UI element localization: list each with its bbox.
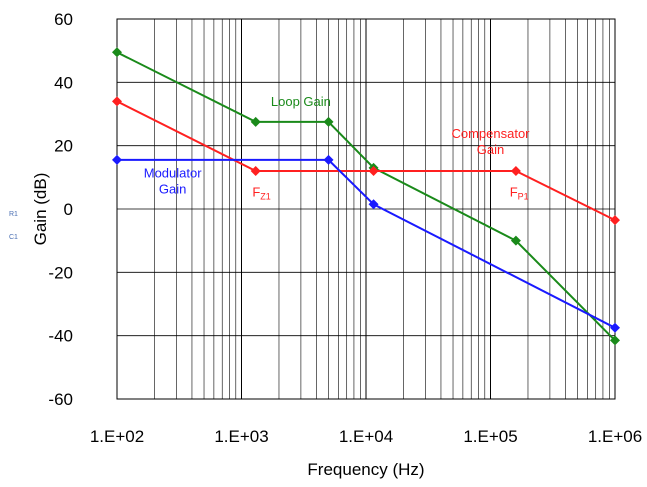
- compensator-gain-marker: [510, 166, 521, 176]
- x-tick-label: 1.E+03: [214, 427, 268, 446]
- loop-gain-marker: [610, 335, 620, 346]
- modulator-gain-marker: [368, 199, 379, 210]
- y-tick-label: -40: [48, 327, 73, 346]
- side-note-r1: R1: [9, 211, 18, 218]
- x-tick-label: 1.E+06: [588, 427, 642, 446]
- tick-labels: 1.E+02 1.E+03 1.E+04 1.E+05 1.E+06 -60 -40 -20 0…: [48, 10, 642, 446]
- loop-gain-marker: [250, 116, 261, 127]
- modulator-gain-marker: [323, 154, 334, 165]
- annotation-mod: Modulator: [144, 165, 202, 180]
- modulator-gain-marker: [610, 322, 620, 333]
- loop-gain-marker: [510, 235, 521, 246]
- loop-gain-line: [116, 51, 616, 342]
- modulator-gain-line: [117, 158, 616, 329]
- compensator-gain-marker: [250, 166, 261, 176]
- x-tick-label: 1.E+02: [90, 427, 144, 446]
- modulator-gain-marker: [112, 154, 122, 165]
- y-tick-label: -20: [48, 263, 73, 282]
- plot-frame: [116, 18, 616, 400]
- compensator-gain-marker: [112, 96, 122, 107]
- y-tick-label: 40: [54, 73, 73, 92]
- annotation-mod: Gain: [159, 181, 186, 196]
- x-axis-label: Frequency (Hz): [307, 460, 424, 479]
- compensator-gain-marker: [610, 215, 620, 226]
- side-note-c1: C1: [9, 234, 18, 241]
- y-axis-label: Gain (dB): [31, 173, 50, 246]
- loop-gain-marker: [112, 47, 122, 58]
- y-tick-label: -60: [48, 390, 73, 409]
- annotation-fp1: FP1: [510, 184, 529, 201]
- loop-gain-marker: [323, 116, 334, 127]
- grid: [116, 18, 615, 400]
- annotation-fz1: FZ1: [252, 184, 270, 201]
- x-tick-label: 1.E+05: [463, 427, 517, 446]
- y-tick-label: 60: [54, 10, 73, 29]
- x-tick-label: 1.E+04: [339, 427, 393, 446]
- y-tick-label: 20: [54, 137, 73, 156]
- compensator-gain-marker: [368, 166, 379, 176]
- annotation-comp: Compensator: [451, 126, 530, 141]
- y-tick-label: 0: [64, 200, 73, 219]
- annotation-comp: Gain: [477, 142, 504, 157]
- annotation-loop: Loop Gain: [271, 94, 331, 109]
- series-layer: [112, 47, 620, 346]
